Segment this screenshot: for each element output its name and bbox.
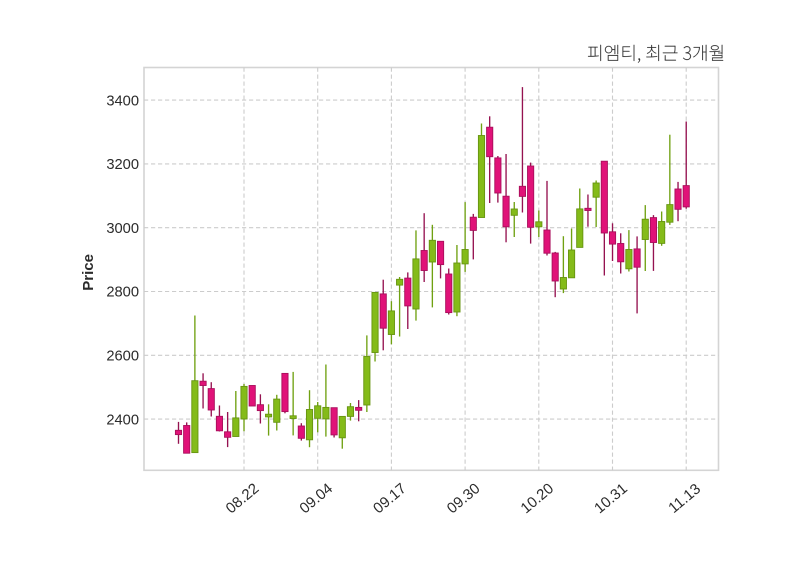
svg-text:2800: 2800 [106,285,139,301]
svg-text:2400: 2400 [106,412,139,428]
svg-text:2600: 2600 [106,349,139,365]
svg-text:3200: 3200 [106,157,139,173]
svg-text:Price: Price [80,254,97,291]
svg-text:3400: 3400 [106,93,139,109]
svg-text:3000: 3000 [106,221,139,237]
